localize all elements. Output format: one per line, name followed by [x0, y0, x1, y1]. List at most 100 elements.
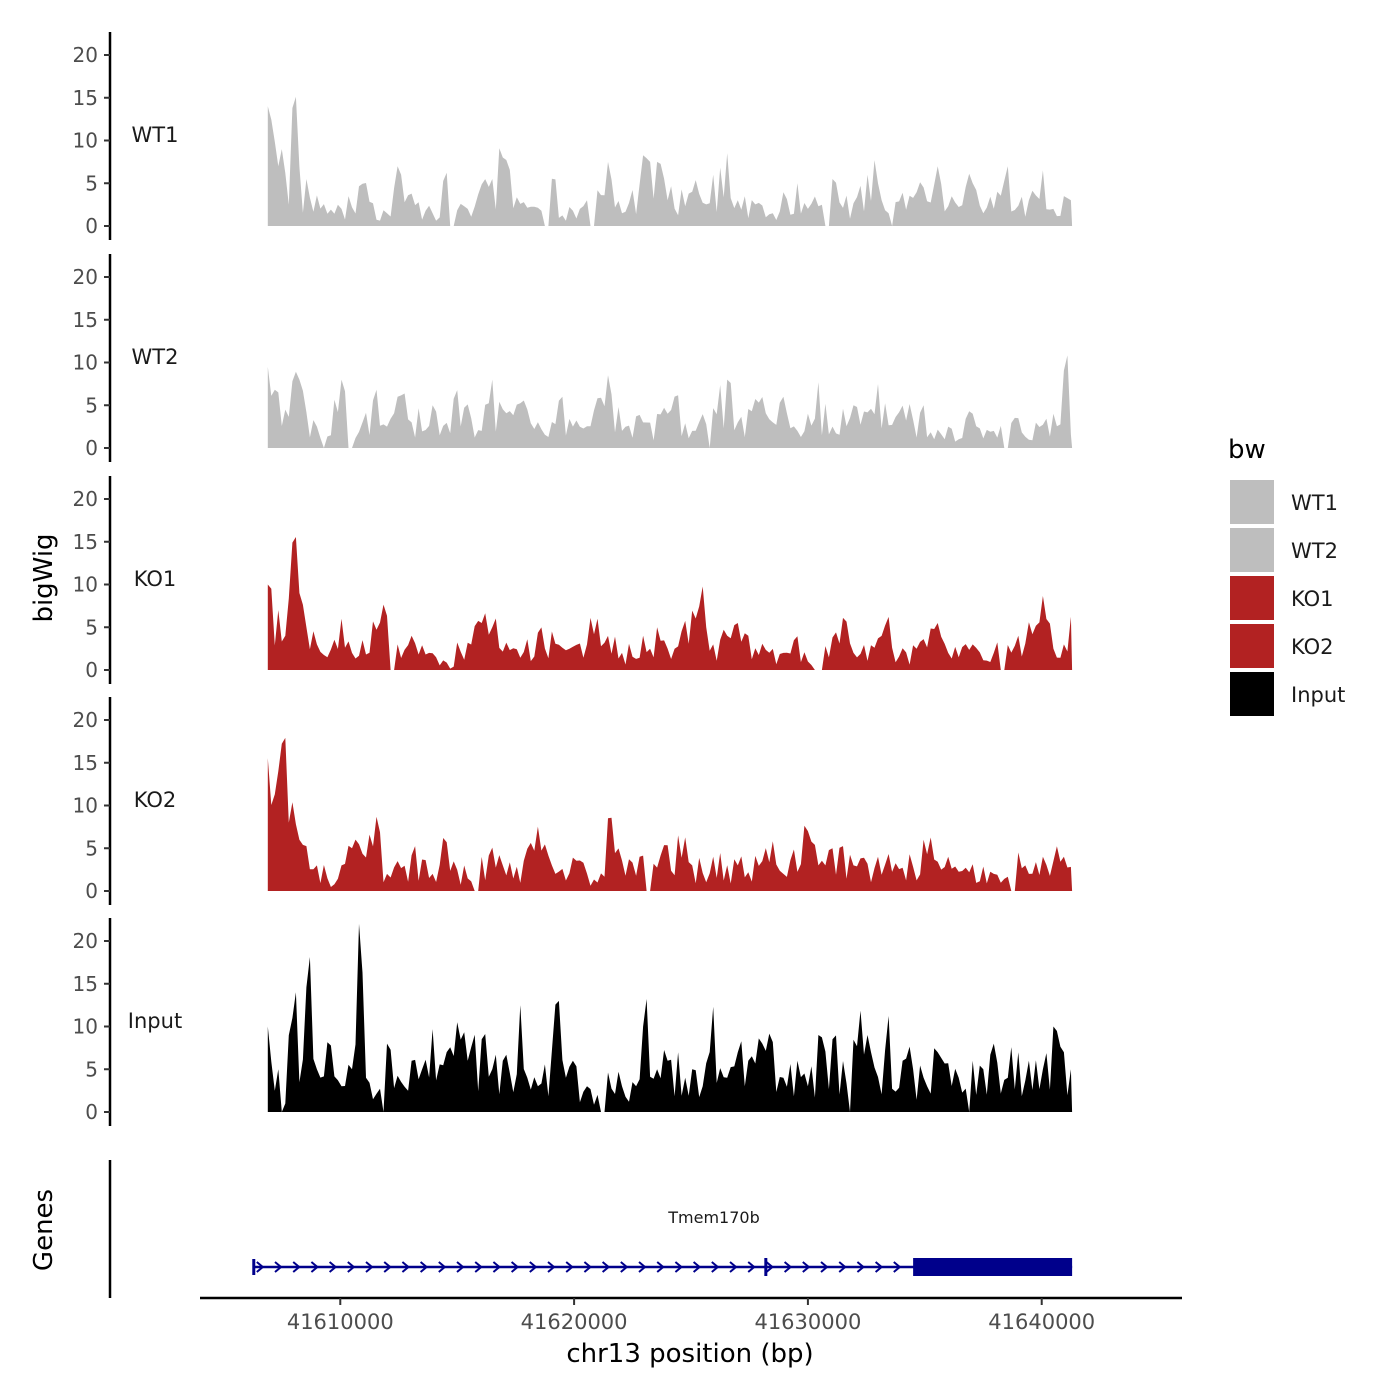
strand-arrow — [529, 1261, 538, 1273]
x-tick-label: 41640000 — [988, 1310, 1095, 1334]
strand-arrow — [601, 1261, 611, 1273]
strand-arrow — [620, 1261, 629, 1273]
strand-arrow — [510, 1261, 520, 1273]
y-tick-label: 10 — [73, 573, 98, 597]
x-tick-label: 41630000 — [754, 1310, 861, 1334]
strand-arrow — [492, 1261, 501, 1273]
strand-arrow — [747, 1261, 756, 1273]
strand-arrow — [547, 1261, 556, 1273]
track-label-ko2: KO2 — [134, 788, 177, 812]
strand-arrow — [438, 1261, 447, 1273]
strand-arrow — [347, 1261, 356, 1273]
y-tick-label: 20 — [73, 487, 98, 511]
track-input: 0 5 10 15 20 Input — [73, 918, 1073, 1126]
y-tick-label: 5 — [85, 171, 98, 195]
strand-arrow — [874, 1261, 884, 1273]
gene-utr-block — [913, 1258, 1073, 1276]
y-tick-label: 15 — [73, 530, 98, 554]
strand-arrow — [893, 1261, 902, 1273]
x-tick-label: 41620000 — [521, 1310, 628, 1334]
strand-arrow — [328, 1261, 338, 1273]
track-label-wt1: WT1 — [132, 123, 179, 147]
y-axis-title: bigWig — [29, 533, 59, 622]
strand-arrow — [729, 1261, 738, 1273]
y-tick-label: 0 — [85, 879, 98, 903]
x-axis: 41610000 41620000 41630000 41640000 — [200, 1296, 1182, 1334]
y-tick-label: 20 — [73, 265, 98, 289]
y-tick-label: 0 — [85, 436, 98, 460]
strand-arrow — [856, 1261, 865, 1273]
y-tick-label: 5 — [85, 1057, 98, 1081]
y-tick-label: 15 — [73, 308, 98, 332]
x-tick-label: 41610000 — [287, 1310, 394, 1334]
strand-arrow — [383, 1261, 392, 1273]
gene-name-label: Tmem170b — [667, 1208, 759, 1227]
legend-swatch-ko2 — [1230, 624, 1274, 668]
coverage-area-ko2 — [267, 737, 1073, 891]
legend-label-wt1: WT1 — [1291, 491, 1338, 515]
y-tick-label: 20 — [73, 43, 98, 67]
y-tick-label: 20 — [73, 929, 98, 953]
coverage-area-wt2 — [267, 355, 1073, 448]
y-tick-label: 20 — [73, 708, 98, 732]
strand-arrow — [292, 1261, 301, 1273]
strand-arrow — [310, 1261, 319, 1273]
strand-arrow — [802, 1261, 811, 1273]
coverage-area-input — [267, 923, 1073, 1112]
y-tick-label: 10 — [73, 794, 98, 818]
strand-arrow — [565, 1261, 574, 1273]
track-wt2: 0 5 10 15 20 WT2 — [73, 254, 1073, 462]
tracks: 0 5 10 15 20 WT1 0 5 10 15 20 WT2 0 5 10 15 20 KO1 0 5 10 15 2… — [73, 32, 1073, 1126]
track-wt1: 0 5 10 15 20 WT1 — [73, 32, 1073, 240]
y-tick-label: 15 — [73, 751, 98, 775]
strand-arrow — [711, 1261, 720, 1273]
strand-arrow — [401, 1261, 410, 1273]
strand-arrow — [256, 1261, 265, 1273]
track-label-wt2: WT2 — [132, 345, 179, 369]
legend-label-input: Input — [1291, 683, 1345, 707]
legend-title: bw — [1228, 435, 1266, 465]
strand-arrow — [783, 1261, 793, 1273]
strand-arrow — [838, 1261, 847, 1273]
y-tick-label: 10 — [73, 1015, 98, 1039]
strand-arrow — [638, 1261, 647, 1273]
x-axis-title: chr13 position (bp) — [566, 1339, 813, 1369]
legend-swatch-input — [1230, 672, 1274, 716]
strand-arrow — [419, 1261, 429, 1273]
gene-panel: Tmem170b — [108, 1160, 1073, 1298]
y-tick-label: 10 — [73, 129, 98, 153]
genes-axis-title: Genes — [29, 1189, 59, 1271]
strand-arrow — [765, 1261, 774, 1273]
strand-arrow — [674, 1261, 683, 1273]
y-tick-label: 15 — [73, 972, 98, 996]
y-tick-label: 0 — [85, 214, 98, 238]
track-ko1: 0 5 10 15 20 KO1 — [73, 476, 1073, 684]
y-tick-label: 5 — [85, 836, 98, 860]
legend: WT1 WT2 KO1 KO2 Input — [1230, 480, 1345, 716]
legend-swatch-wt1 — [1230, 480, 1274, 524]
strand-arrow — [583, 1261, 592, 1273]
y-tick-label: 0 — [85, 658, 98, 682]
legend-label-ko2: KO2 — [1291, 635, 1334, 659]
strand-arrow — [365, 1261, 374, 1273]
y-tick-label: 0 — [85, 1100, 98, 1124]
legend-swatch-ko1 — [1230, 576, 1274, 620]
strand-arrow — [456, 1261, 465, 1273]
legend-label-wt2: WT2 — [1291, 539, 1338, 563]
legend-swatch-wt2 — [1230, 528, 1274, 572]
y-tick-label: 10 — [73, 351, 98, 375]
strand-arrow — [474, 1261, 483, 1273]
y-tick-label: 5 — [85, 615, 98, 639]
y-tick-label: 5 — [85, 393, 98, 417]
strand-arrow — [692, 1261, 702, 1273]
legend-label-ko1: KO1 — [1291, 587, 1334, 611]
track-label-input: Input — [128, 1009, 182, 1033]
strand-arrow — [656, 1261, 665, 1273]
y-tick-label: 15 — [73, 86, 98, 110]
track-label-ko1: KO1 — [134, 567, 177, 591]
coverage-area-ko1 — [267, 537, 1073, 670]
strand-arrow — [274, 1261, 283, 1273]
track-ko2: 0 5 10 15 20 KO2 — [73, 697, 1073, 905]
strand-arrow — [820, 1261, 829, 1273]
